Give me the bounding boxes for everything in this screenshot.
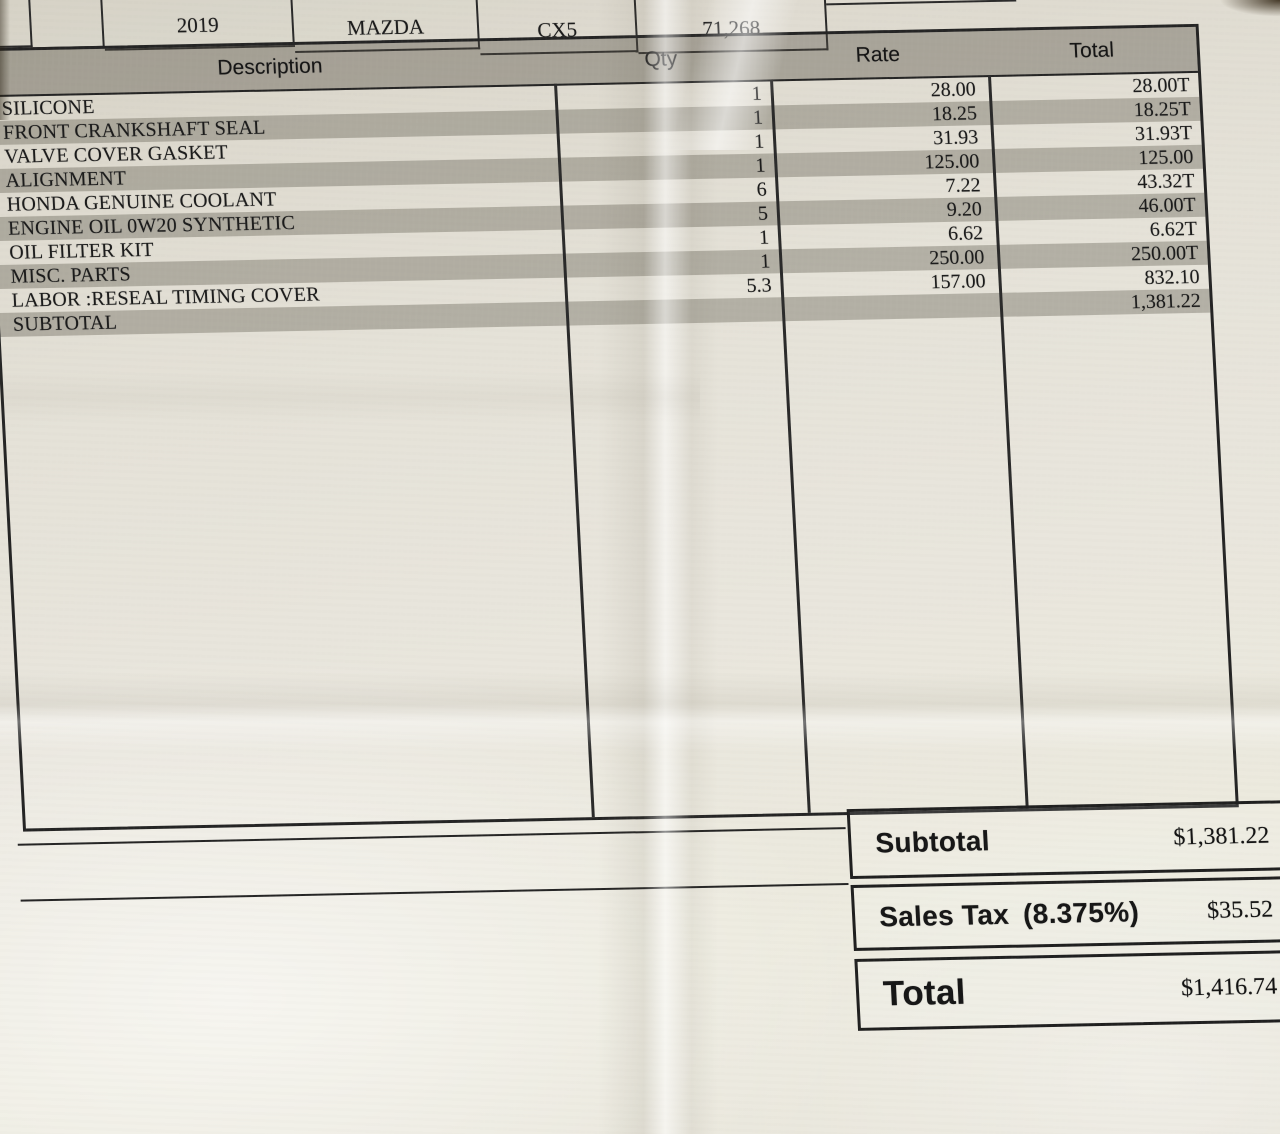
sales-tax-value: $35.52 [1206,896,1274,924]
table-rows: SILICONE 1 28.00 28.00T FRONT CRANKSHAFT… [0,73,1211,337]
sales-tax-label-text: Sales Tax [878,898,1010,933]
vehicle-plate: 686 W79 [823,0,1017,6]
line-item-table: Description Qty Rate Total SILICONE 1 28… [0,23,1239,832]
vehicle-cell-empty-1 [0,0,33,49]
sales-tax-label: Sales Tax (8.375%) [854,896,1139,934]
comment-band [17,827,849,902]
row-rate [782,305,1000,309]
vehicle-cell-empty-2 [29,0,105,50]
sales-tax-box: Sales Tax (8.375%) $35.52 [850,876,1280,951]
totals-section: Subtotal $1,381.22 Sales Tax (8.375%) $35… [846,800,1280,1031]
total-box: Total $1,416.74 [854,950,1280,1031]
row-rate: 157.00 [929,270,987,294]
total-value: $1,416.74 [1180,972,1278,1001]
header-total: Total [1068,38,1115,63]
header-qty: Qty [643,47,678,71]
row-total: 1,381.22 [1130,289,1202,314]
subtotal-label: Subtotal [874,825,991,859]
total-label: Total [882,972,967,1014]
row-qty [566,309,782,313]
row-qty: 5.3 [746,274,773,297]
header-rate: Rate [855,42,901,67]
subtotal-box: Subtotal $1,381.22 [846,800,1280,880]
sales-tax-rate: (8.375%) [1022,896,1140,930]
subtotal-value: $1,381.22 [1172,822,1270,851]
